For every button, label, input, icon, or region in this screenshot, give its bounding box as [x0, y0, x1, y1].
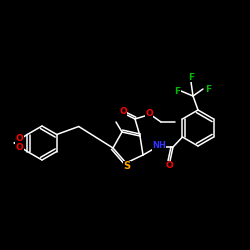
Text: O: O: [119, 106, 127, 116]
Text: S: S: [124, 161, 130, 171]
Text: O: O: [16, 134, 24, 143]
Text: NH: NH: [152, 142, 166, 150]
Text: O: O: [145, 110, 153, 118]
Text: F: F: [174, 86, 180, 96]
Text: F: F: [188, 72, 194, 82]
Text: F: F: [205, 84, 211, 94]
Text: O: O: [16, 143, 24, 152]
Text: O: O: [165, 162, 173, 170]
